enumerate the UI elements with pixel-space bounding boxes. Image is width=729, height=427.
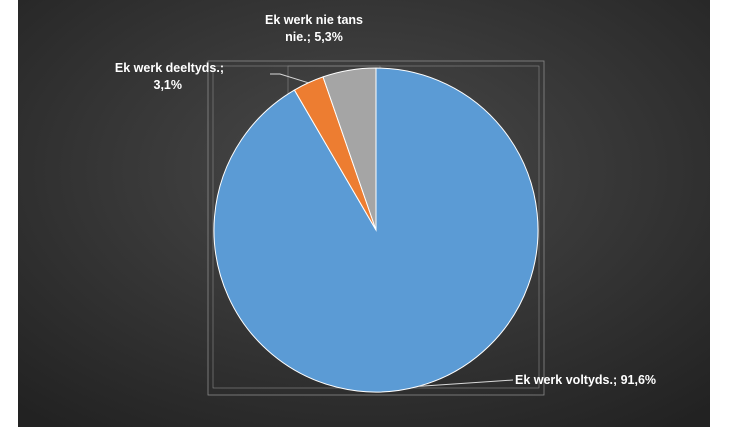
data-labels: Ek werk voltyds.; 91,6% Ek werk deeltyds.…: [115, 13, 656, 387]
leader-line-1: [418, 379, 514, 387]
data-label-2: Ek werk deeltyds.; 3,1%: [115, 61, 224, 92]
pie-slice-3: [322, 67, 377, 231]
plot-area-outline: [207, 60, 545, 396]
chart-area: Ek werk voltyds.; 91,6% Ek werk deeltyds.…: [18, 0, 710, 427]
data-label-1: Ek werk voltyds.; 91,6%: [515, 373, 656, 387]
data-label-3: Ek werk nie tans nie.; 5,3%: [265, 13, 363, 44]
pie-chart: Ek werk voltyds.; 91,6% Ek werk deeltyds.…: [18, 0, 710, 427]
data-label-1-line-1: Ek werk voltyds.; 91,6%: [515, 373, 656, 387]
data-label-2-line-2: 3,1%: [154, 78, 183, 92]
leader-lines: [270, 73, 514, 387]
data-label-3-line-1: Ek werk nie tans: [265, 13, 363, 27]
leader-line-2: [270, 73, 309, 84]
data-label-3-line-2: nie.; 5,3%: [285, 30, 343, 44]
data-label-2-line-1: Ek werk deeltyds.;: [115, 61, 224, 75]
pie-slices: [213, 67, 539, 393]
